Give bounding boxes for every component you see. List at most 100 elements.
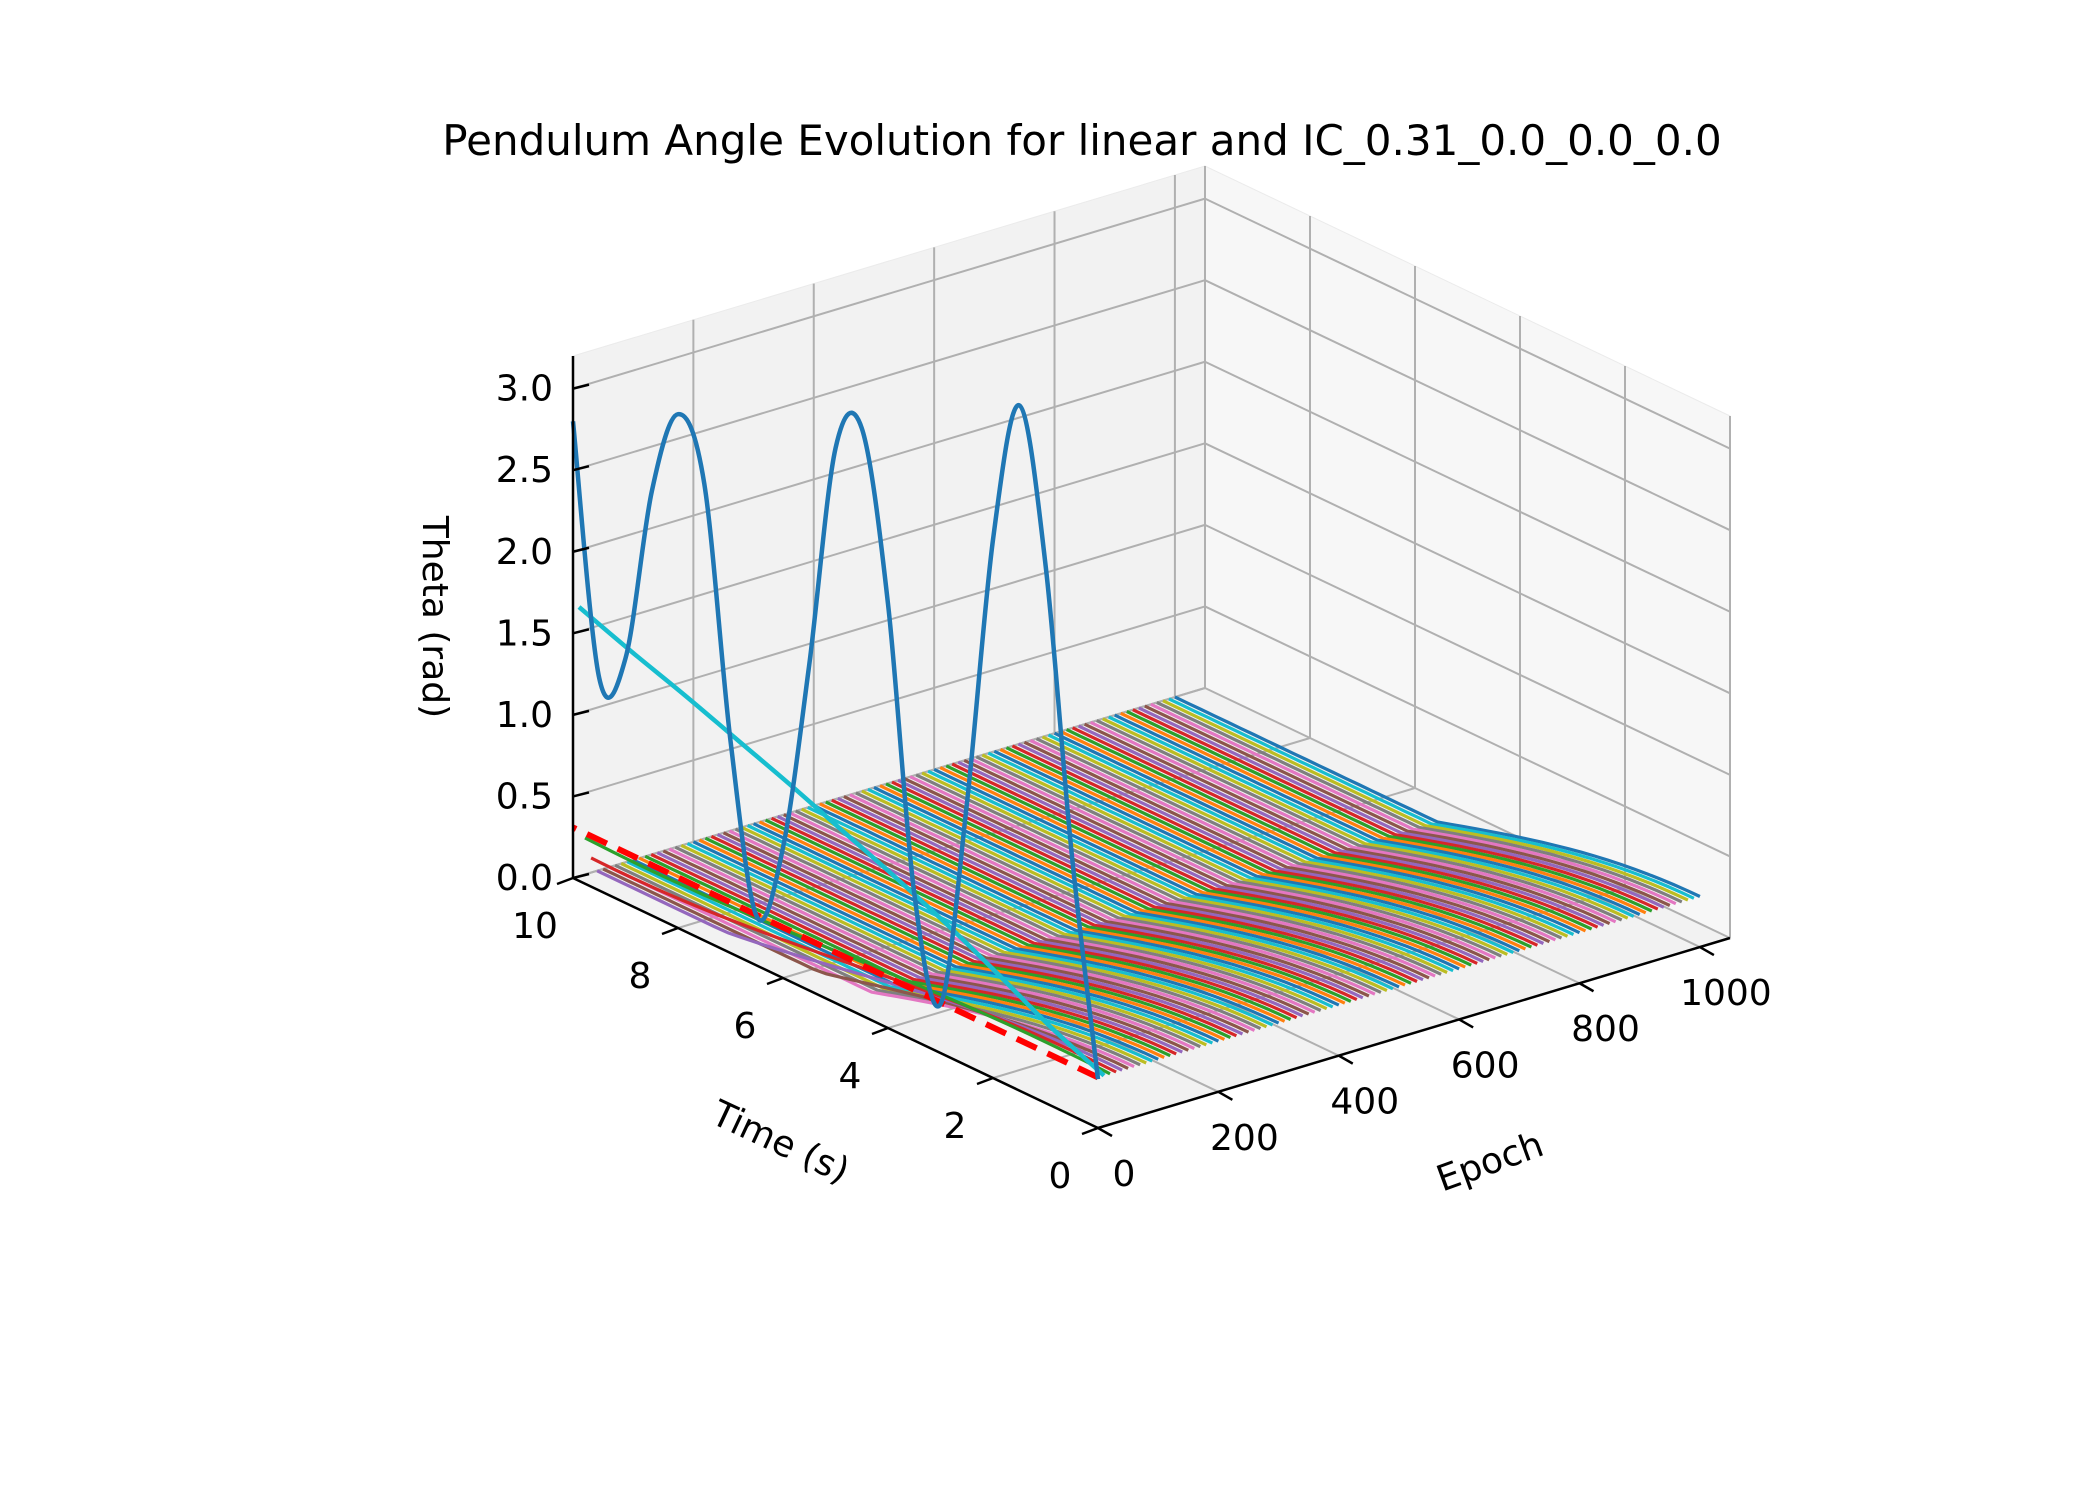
series-line-epoch-430: [831, 798, 1358, 1002]
gridline-back-theta: [572, 442, 1206, 635]
series-line-epoch-140: [656, 851, 1183, 1054]
highlighted-series-epoch-10: [577, 605, 1106, 1078]
series-line-epoch-640: [957, 760, 1484, 964]
series-line-epoch-320: [764, 818, 1292, 1021]
series-line-epoch-650: [963, 758, 1490, 962]
series-line-epoch-610: [939, 766, 1466, 969]
series-line-epoch-940: [1138, 706, 1665, 909]
time-tick-mark: [766, 976, 784, 986]
theta-tick-label: 3.0: [496, 369, 553, 410]
series-line-epoch-620: [945, 764, 1472, 967]
theta-tick-mark: [572, 791, 590, 798]
series-line-epoch-790: [1047, 733, 1575, 936]
series-line-epoch-910: [1120, 711, 1647, 915]
gridline-floor-time: [677, 737, 1311, 929]
series-line-epoch-200: [692, 840, 1220, 1043]
series-line-epoch-770: [1035, 737, 1563, 940]
axis-lines: [571, 356, 1731, 1130]
series-line-epoch-660: [969, 757, 1496, 960]
series-line-epoch-170: [674, 845, 1201, 1049]
gridline-back-theta: [572, 197, 1206, 390]
theta-tick-label: 0.0: [496, 858, 553, 899]
gridline-side-theta: [1204, 442, 1731, 695]
theta-tick-label: 1.0: [496, 695, 553, 736]
gridline-side-theta: [1204, 360, 1731, 613]
epoch-tick-label: 600: [1451, 1045, 1520, 1086]
series-line-epoch-720: [1005, 746, 1533, 949]
series-line-epoch-520: [885, 782, 1412, 985]
series-line-epoch-920: [1126, 710, 1653, 913]
epoch-tick-mark: [1338, 1054, 1354, 1065]
series-line-epoch-570: [915, 773, 1442, 976]
series-line-epoch-490: [867, 787, 1394, 991]
series-line-epoch-400: [813, 804, 1340, 1007]
series-line-epoch-510: [879, 784, 1406, 987]
epoch-tick-mark: [1458, 1018, 1474, 1029]
theta-tick-mark: [572, 872, 590, 880]
series-line-epoch-890: [1108, 715, 1635, 918]
series-line-epoch-180: [680, 843, 1207, 1047]
series-line-epoch-700: [993, 749, 1520, 953]
series-line-epoch-830: [1071, 726, 1599, 929]
series-line-epoch-680: [981, 753, 1508, 956]
epoch-tick-mark: [1578, 982, 1595, 993]
series-line-epoch-440: [837, 796, 1364, 1000]
epoch-tick-mark: [1699, 945, 1715, 957]
series-line-epoch-250: [722, 831, 1250, 1034]
series-line-epoch-50: [602, 867, 1129, 1070]
series-line-epoch-820: [1065, 728, 1593, 931]
series-line-epoch-260: [728, 829, 1256, 1032]
series-layer: [570, 403, 1701, 1081]
theta-tick-label: 2.0: [496, 532, 553, 573]
series-line-epoch-230: [710, 834, 1238, 1038]
tick-labels: 0 200 400 600 800 1000 0 2 4 6 8 10 0.0 0.5 1.0 1.5 2.0 2…: [496, 369, 1772, 1197]
epoch-tick-label: 200: [1210, 1118, 1279, 1159]
time-tick-mark: [976, 1076, 994, 1086]
series-line-epoch-220: [704, 836, 1232, 1040]
series-line-epoch-310: [758, 820, 1286, 1023]
series-line-epoch-800: [1053, 731, 1581, 935]
series-line-epoch-750: [1023, 740, 1551, 944]
theta-tick-mark: [572, 628, 590, 635]
gridline-floor-time: [782, 787, 1416, 979]
series-line-epoch-390: [807, 805, 1334, 1009]
time-tick-label: 4: [839, 1056, 862, 1097]
theta-tick-label: 0.5: [496, 776, 553, 817]
series-line-epoch-990: [1168, 697, 1695, 900]
time-tick-mark: [661, 926, 679, 936]
gridline-back-theta: [572, 687, 1206, 879]
series-line-epoch-360: [789, 811, 1316, 1014]
series-line-epoch-740: [1017, 742, 1545, 945]
gridline-back-theta: [572, 360, 1206, 553]
series-line-epoch-500: [873, 786, 1400, 989]
theta-tick-mark: [572, 546, 590, 553]
series-line-epoch-530: [891, 780, 1418, 983]
series-line-epoch-240: [716, 833, 1244, 1036]
series-line-epoch-1000: [1174, 695, 1701, 898]
highlighted-series-epoch-0: [570, 403, 1101, 1080]
series-line-epoch-370: [795, 809, 1322, 1012]
series-line-epoch-670: [975, 755, 1502, 958]
epoch-tick-mark: [1097, 1126, 1113, 1138]
series-line-epoch-290: [746, 824, 1274, 1027]
epoch-tick-label: 0: [1113, 1154, 1136, 1195]
series-line-epoch-970: [1156, 701, 1683, 904]
series-line-epoch-870: [1096, 719, 1623, 922]
z-axis-label: Theta (rad): [414, 515, 455, 718]
series-line-epoch-270: [734, 827, 1262, 1031]
series-line-epoch-710: [999, 748, 1527, 951]
epoch-tick-label: 800: [1571, 1009, 1640, 1050]
time-tick-mark: [556, 876, 574, 886]
series-line-epoch-850: [1083, 722, 1611, 926]
chart-title: Pendulum Angle Evolution for linear and …: [442, 116, 1721, 165]
series-line-epoch-760: [1029, 739, 1557, 942]
epoch-tick-mark: [1217, 1090, 1234, 1101]
epoch-axis-line: [1097, 936, 1731, 1130]
series-line-epoch-730: [1011, 744, 1539, 947]
gridline-side-theta: [1204, 197, 1731, 450]
series-line-epoch-480: [861, 789, 1388, 993]
series-line-epoch-950: [1144, 704, 1671, 907]
series-line-epoch-300: [752, 822, 1280, 1025]
time-tick-label: 6: [734, 1006, 757, 1047]
